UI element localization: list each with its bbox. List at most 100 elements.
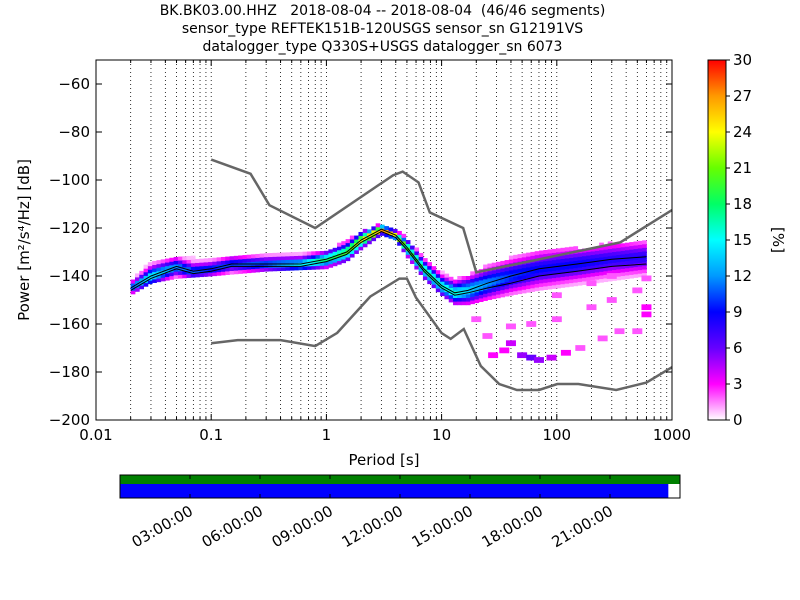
histogram-bin <box>379 231 385 236</box>
histogram-bin <box>508 269 514 274</box>
histogram-bin <box>564 258 570 263</box>
histogram-bin <box>624 253 630 258</box>
histogram-bin <box>560 258 566 263</box>
histogram-bin <box>551 248 557 253</box>
histogram-bin <box>534 283 540 288</box>
histogram-bin <box>242 255 248 260</box>
histogram-bin <box>319 261 325 266</box>
histogram-bin <box>147 272 153 277</box>
histogram-bin <box>483 282 488 287</box>
histogram-bin <box>431 269 437 274</box>
histogram-bin <box>642 240 647 245</box>
histogram-bin <box>607 248 613 253</box>
histogram-bin <box>375 223 381 228</box>
histogram-bin <box>220 267 226 272</box>
histogram-bin <box>268 263 273 268</box>
histogram-bin <box>543 260 548 265</box>
histogram-bin <box>569 271 574 276</box>
histogram-bin <box>633 245 639 250</box>
histogram-bin <box>517 286 523 291</box>
histogram-bin <box>470 292 475 297</box>
histogram-bin <box>414 247 420 252</box>
histogram-bin <box>281 266 286 271</box>
histogram-bin <box>139 285 144 290</box>
histogram-bin <box>414 261 420 266</box>
histogram-bin <box>569 264 574 269</box>
time-tick-label: 15:00:00 <box>409 502 476 551</box>
histogram-bin <box>431 280 437 285</box>
histogram-bin <box>603 245 609 250</box>
histogram-bin <box>620 272 626 277</box>
histogram-bin <box>440 284 445 289</box>
histogram-bin <box>543 278 548 283</box>
histogram-bin <box>616 261 622 266</box>
histogram-bin <box>229 267 235 272</box>
histogram-bin <box>534 261 540 266</box>
histogram-bin <box>500 268 506 273</box>
histogram-outlier-bin <box>526 354 537 361</box>
histogram-bin <box>182 270 187 275</box>
histogram-outlier-bin <box>614 328 625 335</box>
histogram-bin <box>483 264 488 269</box>
x-tick-label: 100 <box>542 426 571 444</box>
histogram-bin <box>526 281 531 286</box>
histogram-bin <box>225 270 230 275</box>
histogram-bin <box>577 274 583 279</box>
histogram-bin <box>607 277 613 282</box>
histogram-bin <box>268 253 273 258</box>
histogram-bin <box>285 263 291 268</box>
histogram-bin <box>349 253 355 258</box>
histogram-bin <box>311 251 316 256</box>
histogram-bin <box>444 277 450 282</box>
histogram-bin <box>233 266 239 271</box>
histogram-bin <box>573 267 579 272</box>
histogram-bin <box>551 281 557 286</box>
histogram-bin <box>453 279 458 284</box>
histogram-bin <box>177 267 183 272</box>
histogram-bin <box>160 270 166 275</box>
histogram-bin <box>581 252 587 257</box>
histogram-bin <box>637 273 643 278</box>
histogram-bin <box>345 239 351 244</box>
histogram-bin <box>556 284 561 289</box>
histogram-bin <box>534 269 540 274</box>
histogram-bin <box>427 276 432 281</box>
histogram-bin <box>590 254 596 259</box>
coverage-bar <box>119 474 681 499</box>
histogram-bin <box>642 265 647 270</box>
histogram-bin <box>362 243 368 248</box>
statistic-curves <box>130 228 647 296</box>
histogram-bin <box>461 283 467 288</box>
histogram-bin <box>367 240 372 245</box>
histogram-bin <box>521 267 527 272</box>
histogram-bin <box>401 233 407 238</box>
histogram-bin <box>496 279 501 284</box>
histogram-bin <box>564 283 570 288</box>
histogram-bin <box>461 290 467 295</box>
histogram-bin <box>238 262 243 267</box>
histogram-bin <box>147 280 153 285</box>
histogram-bin <box>599 260 604 265</box>
histogram-bin <box>599 257 604 262</box>
histogram-bin <box>594 261 600 266</box>
histogram-bin <box>152 271 157 276</box>
histogram-bin <box>560 247 566 252</box>
histogram-bin <box>573 274 579 279</box>
histogram-bin <box>358 242 364 247</box>
histogram-bin <box>453 301 458 306</box>
histogram-bin <box>547 271 553 276</box>
histogram-bin <box>379 228 385 233</box>
histogram-bin <box>199 265 205 270</box>
histogram-bin <box>487 263 493 268</box>
histogram-bin <box>251 257 256 262</box>
histogram-bin <box>354 246 359 251</box>
histogram-bin <box>173 256 179 261</box>
histogram-bin <box>311 258 316 263</box>
histogram-bin <box>620 261 626 266</box>
colorbar-tick-label: 15 <box>733 231 752 249</box>
histogram-bin <box>564 279 570 284</box>
histogram-bin <box>220 256 226 261</box>
histogram-bin <box>586 251 591 256</box>
histogram-bin <box>199 273 205 278</box>
histogram-bin <box>538 250 544 255</box>
